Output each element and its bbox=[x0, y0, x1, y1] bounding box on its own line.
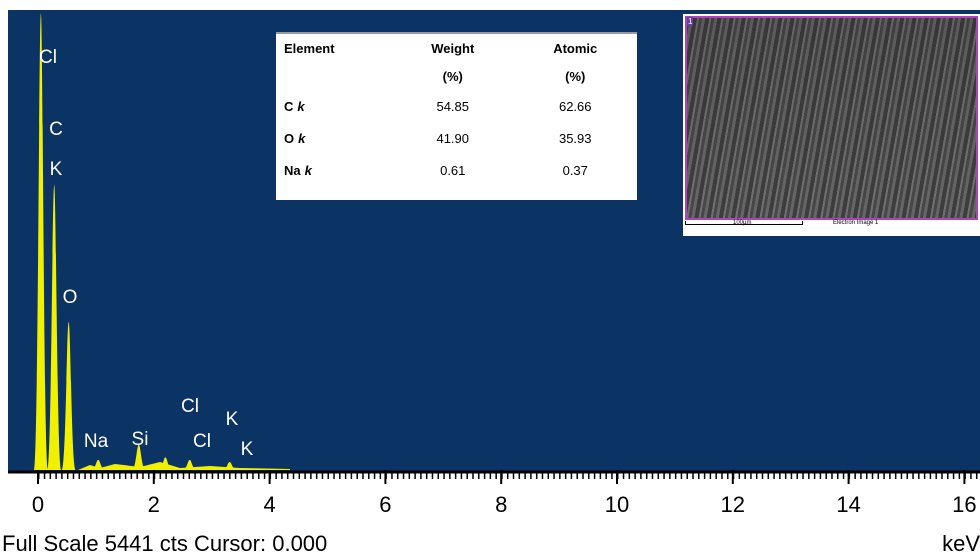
element-shell: k bbox=[305, 163, 312, 178]
peak-label: K bbox=[226, 409, 239, 430]
atomic-value: 0.37 bbox=[563, 163, 588, 178]
sem-image bbox=[685, 16, 978, 220]
col-header: Weight bbox=[392, 34, 514, 62]
peak-label: Na bbox=[84, 431, 109, 452]
col-header: Atomic bbox=[514, 34, 638, 62]
x-tick-label: 14 bbox=[836, 492, 860, 517]
atomic-value: 62.66 bbox=[559, 99, 592, 114]
element-name: C bbox=[284, 99, 293, 114]
unit: (%) bbox=[514, 62, 638, 90]
page: ClCKONaSiClKClK 0246810121416keV Full Sc… bbox=[0, 0, 980, 555]
weight-value: 41.90 bbox=[436, 131, 469, 146]
image-index: 1 bbox=[687, 17, 693, 26]
x-tick-label: 0 bbox=[32, 492, 44, 517]
scale-label: 100µm bbox=[733, 220, 751, 226]
element-name: O bbox=[284, 131, 294, 146]
weight-value: 0.61 bbox=[440, 163, 465, 178]
x-tick-label: 4 bbox=[263, 492, 275, 517]
x-tick-label: 8 bbox=[495, 492, 507, 517]
x-axis-label: keV bbox=[942, 531, 980, 555]
peak-label: K bbox=[241, 439, 254, 460]
unit: (%) bbox=[392, 62, 514, 90]
image-caption: Electron Image 1 bbox=[833, 220, 878, 226]
peak-label: C bbox=[49, 119, 63, 140]
peak-label: K bbox=[50, 159, 63, 180]
x-tick-label: 16 bbox=[952, 492, 976, 517]
x-tick-label: 10 bbox=[605, 492, 629, 517]
peak-label: O bbox=[63, 287, 78, 308]
element-shell: k bbox=[298, 131, 305, 146]
peak-label: Cl bbox=[181, 396, 199, 417]
electron-image: 1 100µm Electron Image 1 bbox=[683, 14, 980, 236]
weight-value: 54.85 bbox=[436, 99, 469, 114]
x-tick-label: 12 bbox=[721, 492, 745, 517]
peak-label: Si bbox=[132, 429, 149, 450]
col-header: Element bbox=[276, 34, 392, 62]
element-name: Na bbox=[284, 163, 301, 178]
x-tick-label: 6 bbox=[379, 492, 391, 517]
peak-label: Cl bbox=[39, 47, 57, 68]
status-text: Full Scale 5441 cts Cursor: 0.000 bbox=[2, 531, 327, 555]
element-shell: k bbox=[297, 99, 304, 114]
peak-label: Cl bbox=[193, 431, 211, 452]
atomic-value: 35.93 bbox=[559, 131, 592, 146]
x-tick-label: 2 bbox=[148, 492, 160, 517]
